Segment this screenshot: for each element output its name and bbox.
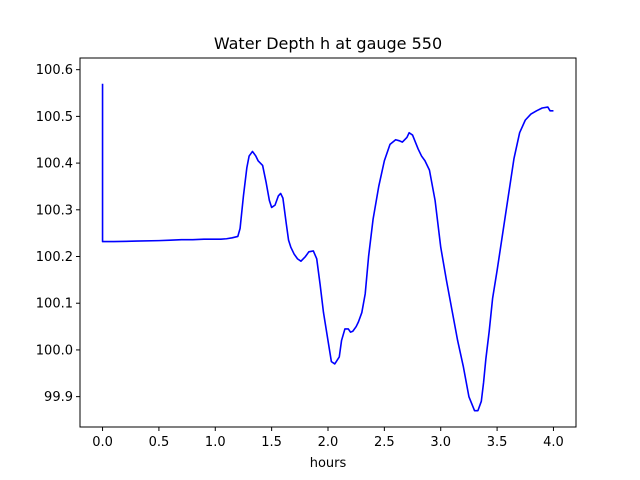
x-tick-label: 1.0	[205, 435, 226, 450]
series-group	[101, 83, 554, 412]
x-tick-label: 0.5	[149, 435, 170, 450]
x-tick-label: 3.5	[487, 435, 508, 450]
y-tick-label: 100.5	[36, 110, 73, 125]
y-tick-label: 100.3	[36, 203, 73, 218]
y-tick-label: 100.6	[36, 63, 73, 78]
x-tick-label: 2.5	[374, 435, 395, 450]
x-tick-label: 3.0	[430, 435, 451, 450]
y-tick-label: 100.0	[36, 343, 73, 358]
y-axis: 99.9 100.0 100.1 100.2 100.3 100.4 100.5 100.6	[36, 63, 80, 405]
x-axis-label: hours	[310, 456, 347, 471]
x-tick-label: 1.5	[261, 435, 282, 450]
y-tick-label: 100.4	[36, 157, 73, 172]
y-tick-label: 100.1	[36, 297, 73, 312]
x-tick-label: 0.0	[92, 435, 113, 450]
x-axis: 0.0 0.5 1.0 1.5 2.0 2.5 3.0 3.5 4.0	[92, 427, 564, 450]
chart-title: Water Depth h at gauge 550	[214, 34, 442, 53]
y-tick-label: 99.9	[44, 390, 73, 405]
x-tick-label: 2.0	[318, 435, 339, 450]
x-tick-label: 4.0	[543, 435, 564, 450]
y-tick-label: 100.2	[36, 250, 73, 265]
series-line	[101, 83, 554, 412]
